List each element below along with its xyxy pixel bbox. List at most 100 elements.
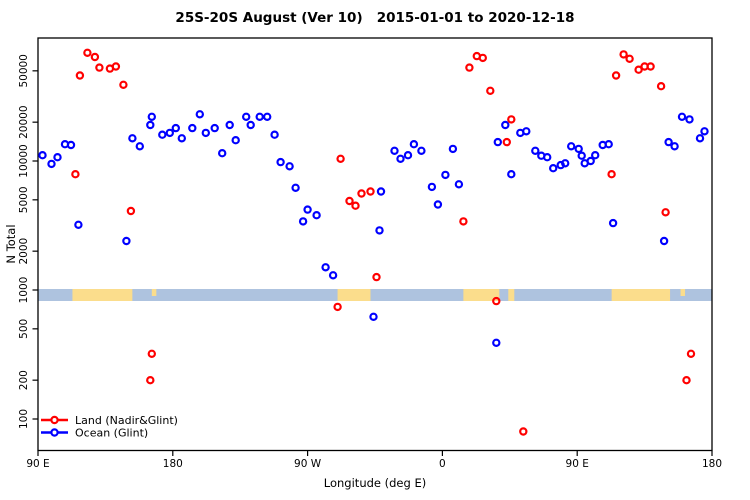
ocean-point <box>507 169 516 179</box>
ocean-point <box>700 127 709 136</box>
ocean-point <box>135 142 144 151</box>
ocean-point <box>577 151 586 160</box>
y-tick-label: 10000 <box>18 144 30 177</box>
ocean-point <box>47 159 56 169</box>
land-point <box>351 201 360 210</box>
ocean-point <box>188 123 197 133</box>
ocean-point <box>147 112 156 122</box>
ocean-point <box>291 183 300 192</box>
ocean-point <box>231 135 240 145</box>
land-point <box>345 196 354 206</box>
land-point <box>147 349 156 358</box>
ocean-point <box>210 123 219 133</box>
land-point <box>686 349 696 358</box>
land-point <box>333 302 342 312</box>
ocean-point <box>38 150 47 160</box>
ocean-point <box>664 137 673 147</box>
legend-label-land: Land (Nadir&Glint) <box>75 414 178 427</box>
land-point <box>519 427 528 436</box>
land-point <box>146 376 155 385</box>
plot-frame <box>37 37 713 452</box>
land-point <box>336 154 345 163</box>
x-tick-label: 180 <box>702 458 722 470</box>
ocean-point <box>195 110 204 119</box>
y-tick-label: 1000 <box>18 277 30 304</box>
land-point <box>478 53 487 63</box>
land-point <box>111 62 121 71</box>
ocean-point <box>369 312 378 321</box>
ocean-point <box>165 128 174 138</box>
land-point <box>486 86 495 96</box>
land-point <box>119 80 128 90</box>
map-band-land-segment <box>508 289 515 301</box>
land-point <box>126 206 136 216</box>
ocean-point <box>225 120 234 130</box>
x-axis-label: Longitude (deg E) <box>323 476 427 490</box>
ocean-point <box>454 180 464 189</box>
ocean-point <box>561 159 570 168</box>
land-point <box>465 63 474 72</box>
ocean-point <box>255 112 264 122</box>
ocean-point <box>492 338 501 347</box>
ocean-point <box>171 123 180 133</box>
ocean-point <box>128 134 137 143</box>
ocean-point <box>66 140 76 150</box>
ocean-point <box>574 144 583 154</box>
ocean-point <box>375 226 384 235</box>
ocean-point <box>586 156 595 166</box>
land-point <box>656 81 666 91</box>
map-band-land-segment <box>151 289 157 296</box>
land-point <box>492 296 501 306</box>
land-point <box>502 137 511 147</box>
x-tick-label: 0 <box>439 458 446 470</box>
legend-marker-land-icon <box>50 415 59 425</box>
y-tick-label: 200 <box>18 370 30 390</box>
land-point <box>611 71 621 80</box>
ocean-point <box>328 271 338 280</box>
ocean-point <box>433 200 443 209</box>
land-point <box>71 169 80 179</box>
ocean-point <box>567 142 576 151</box>
ocean-point <box>531 146 540 155</box>
ocean-point <box>285 162 294 171</box>
ocean-point <box>677 112 687 122</box>
land-point <box>357 189 366 198</box>
map-band-ocean <box>38 289 712 301</box>
ocean-point <box>501 120 510 130</box>
y-tick-label: 2000 <box>18 238 30 265</box>
ocean-point <box>321 263 330 272</box>
land-point <box>619 50 628 59</box>
ocean-point <box>276 157 285 167</box>
ocean-point <box>493 137 502 147</box>
land-point <box>75 71 85 80</box>
land-point <box>682 376 691 385</box>
ocean-point <box>608 218 618 228</box>
land-point <box>646 62 655 71</box>
map-band-land-segment <box>680 289 686 296</box>
ocean-point <box>263 112 272 122</box>
ocean-point <box>549 163 558 173</box>
y-tick-label: 20000 <box>18 105 30 138</box>
x-tick-label: 90 E <box>566 458 589 470</box>
ocean-point <box>659 236 669 246</box>
chart-title: 25S-20S August (Ver 10) 2015-01-01 to 20… <box>175 10 575 26</box>
land-point <box>625 54 634 64</box>
y-tick-label: 500 <box>18 319 30 339</box>
ocean-point <box>241 112 251 122</box>
ocean-point <box>670 142 679 151</box>
x-tick-label: 90 E <box>26 458 49 470</box>
ocean-point <box>158 130 167 139</box>
land-point <box>634 65 643 74</box>
ocean-point <box>201 128 210 138</box>
legend-label-ocean: Ocean (Glint) <box>75 427 148 440</box>
y-tick-label: 5000 <box>18 186 30 213</box>
land-point <box>83 48 92 58</box>
ocean-point <box>427 182 437 192</box>
ocean-point <box>417 146 426 155</box>
land-point <box>366 187 375 196</box>
land-point <box>372 272 381 282</box>
land-point <box>507 115 516 124</box>
ocean-point <box>403 150 413 160</box>
